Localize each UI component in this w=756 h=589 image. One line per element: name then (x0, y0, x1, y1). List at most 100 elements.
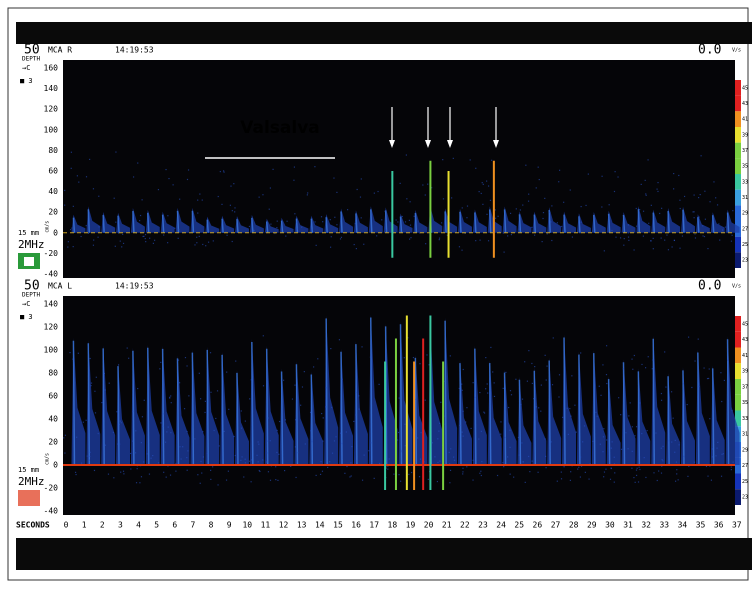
heartbeat-core (88, 209, 89, 232)
noise (634, 355, 635, 356)
heartbeat-core (460, 363, 461, 465)
scale-swatch (735, 316, 741, 332)
heartbeat-core (73, 218, 74, 233)
y-tick-label: 140 (44, 84, 59, 93)
x-tick-label: 18 (388, 521, 398, 530)
noise (168, 178, 169, 179)
noise (708, 378, 709, 379)
noise (481, 475, 482, 476)
noise (158, 462, 159, 463)
noise (516, 208, 517, 209)
noise (624, 238, 625, 239)
x-tick-label: 34 (678, 521, 688, 530)
noise (320, 461, 321, 462)
noise (450, 448, 451, 449)
noise (709, 201, 710, 202)
noise (536, 187, 537, 188)
noise (721, 476, 722, 477)
noise (351, 475, 352, 476)
noise (270, 440, 271, 441)
noise (605, 469, 606, 470)
noise (67, 246, 68, 247)
x-tick-label: 32 (641, 521, 651, 530)
x-tick-label: 23 (478, 521, 488, 530)
noise (197, 212, 198, 213)
noise (270, 187, 271, 188)
noise (490, 347, 491, 348)
noise (83, 422, 84, 423)
noise (542, 241, 543, 242)
noise (270, 224, 271, 225)
scale-swatch (735, 332, 741, 348)
noise (187, 450, 188, 451)
heartbeat-core (579, 216, 580, 233)
noise (78, 353, 79, 354)
noise (263, 385, 264, 386)
noise (88, 233, 89, 234)
noise (203, 456, 204, 457)
noise (381, 219, 382, 220)
noise (294, 385, 295, 386)
noise (399, 397, 400, 398)
noise (355, 414, 356, 415)
noise (422, 184, 423, 185)
noise (699, 216, 700, 217)
noise (90, 358, 91, 359)
noise (137, 388, 138, 389)
noise (350, 462, 351, 463)
noise (377, 191, 378, 192)
noise (119, 444, 120, 445)
noise (170, 475, 171, 476)
noise (731, 466, 732, 467)
noise (657, 480, 658, 481)
scale-label: 39 (742, 132, 748, 138)
noise (234, 211, 235, 212)
heartbeat-core (401, 324, 402, 465)
noise (540, 411, 541, 412)
noise (310, 412, 311, 413)
noise (241, 410, 242, 411)
heartbeat-core (371, 209, 372, 232)
noise (421, 432, 422, 433)
x-tick-label: 20 (424, 521, 434, 530)
noise (732, 210, 733, 211)
noise (731, 241, 732, 242)
noise (614, 171, 615, 172)
noise (245, 459, 246, 460)
noise (296, 222, 297, 223)
noise (453, 457, 454, 458)
noise (413, 357, 414, 358)
noise (316, 245, 317, 246)
noise (669, 440, 670, 441)
noise (316, 475, 317, 476)
noise (396, 219, 397, 220)
noise (465, 421, 466, 422)
heartbeat-core (609, 379, 610, 465)
noise (545, 355, 546, 356)
noise (387, 469, 388, 470)
noise (170, 432, 171, 433)
gate: 15 mm (18, 466, 39, 474)
noise (661, 400, 662, 401)
noise (251, 379, 252, 380)
y-tick-label: 80 (48, 369, 58, 378)
noise (486, 181, 487, 182)
noise (270, 480, 271, 481)
noise (258, 444, 259, 445)
noise (197, 474, 198, 475)
noise (559, 374, 560, 375)
noise (612, 441, 613, 442)
noise (450, 470, 451, 471)
heartbeat-core (519, 380, 520, 465)
noise (168, 426, 169, 427)
scale-label: 41 (742, 117, 748, 123)
noise (182, 446, 183, 447)
noise (321, 413, 322, 414)
noise (487, 392, 488, 393)
heartbeat-core (549, 210, 550, 233)
noise (410, 201, 411, 202)
heartbeat-core (490, 363, 491, 465)
noise (187, 470, 188, 471)
noise (232, 210, 233, 211)
noise (272, 169, 273, 170)
